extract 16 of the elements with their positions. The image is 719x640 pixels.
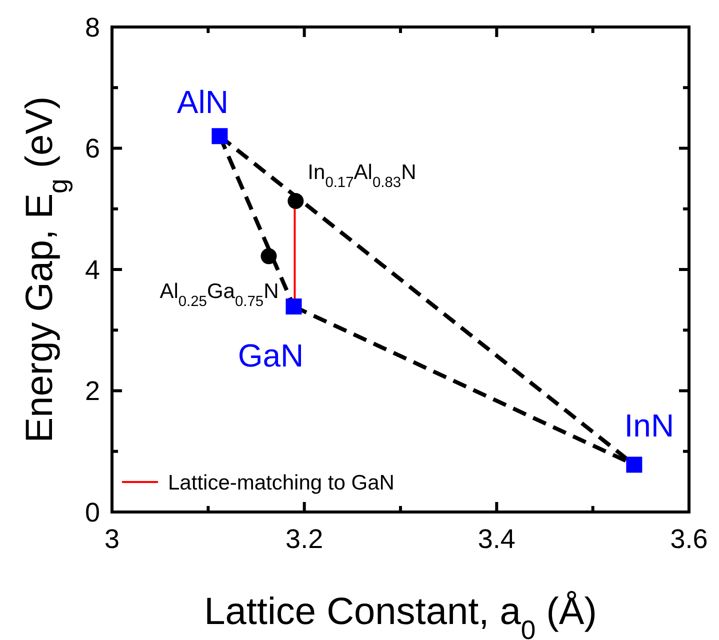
y-tick-label: 0	[84, 497, 100, 528]
annotation: GaN	[238, 337, 304, 374]
legend-label: Lattice-matching to GaN	[168, 471, 394, 494]
x-axis-title: Lattice Constant, a$_{0}$ (Å)	[204, 590, 597, 640]
y-tick-label: 8	[84, 12, 100, 42]
y-tick-label: 2	[84, 376, 100, 406]
annotation: InN	[624, 408, 674, 444]
y-tick-label: 4	[84, 254, 100, 285]
annotation: Al$_{0.25}$Ga$_{0.75}$N	[160, 280, 279, 310]
x-tick-label: 3.6	[670, 524, 708, 554]
x-tick-label: 3.4	[478, 524, 516, 554]
x-tick-label: 3	[104, 524, 120, 554]
annotation: AlN	[176, 84, 228, 120]
x-tick-label: 3.2	[286, 524, 324, 554]
annotation: In$_{0.17}$Al$_{0.83}$N	[308, 160, 416, 191]
y-tick-label: 6	[84, 134, 100, 164]
